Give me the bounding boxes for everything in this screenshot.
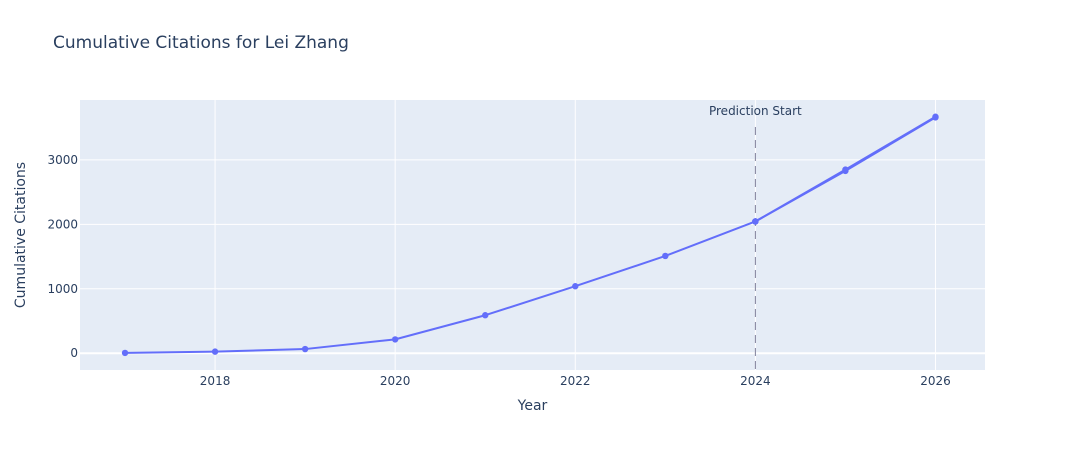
y-tick-label: 2000 — [47, 217, 78, 231]
data-point — [121, 349, 129, 357]
x-tick-label: 2024 — [740, 374, 771, 388]
x-tick-label: 2026 — [920, 374, 951, 388]
prediction-start-annotation: Prediction Start — [709, 104, 802, 118]
y-tick-label: 3000 — [47, 153, 78, 167]
x-tick-label: 2018 — [200, 374, 231, 388]
y-tick-label: 0 — [70, 346, 78, 360]
data-point — [391, 336, 399, 343]
y-tick-label: 1000 — [47, 282, 78, 296]
data-point — [842, 166, 849, 173]
y-axis-title: Cumulative Citations — [13, 162, 29, 308]
x-axis-title: Year — [517, 398, 548, 414]
plot-area — [80, 100, 985, 370]
data-point — [752, 218, 759, 225]
x-tick-label: 2020 — [380, 374, 411, 388]
data-points — [121, 113, 939, 357]
data-point — [932, 113, 939, 120]
data-point — [572, 283, 579, 290]
series-line-0 — [125, 220, 756, 354]
x-tick-label: 2022 — [560, 374, 591, 388]
x-axis-ticks: 2018 2020 2022 2024 2026 — [200, 374, 951, 388]
data-point — [211, 348, 219, 355]
data-point — [301, 345, 309, 353]
y-axis-ticks: 0 1000 2000 3000 — [47, 153, 78, 360]
data-point — [482, 312, 489, 319]
chart-title: Cumulative Citations for Lei Zhang — [53, 33, 349, 53]
data-point — [662, 252, 669, 260]
